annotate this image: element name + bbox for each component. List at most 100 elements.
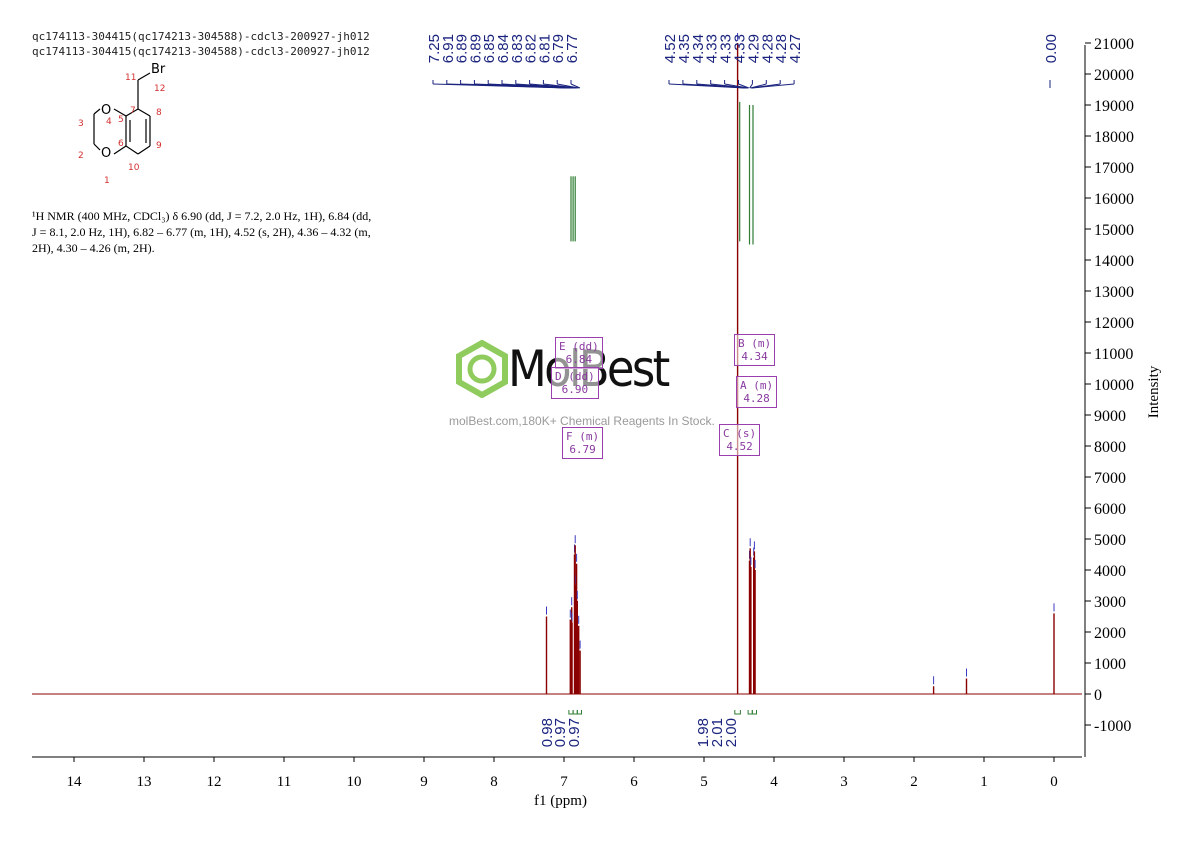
peak-label: 6.81 <box>536 34 553 63</box>
peak-label-leader <box>738 83 750 89</box>
y-tick-label: 1000 <box>1094 656 1126 673</box>
integral-bracket <box>751 710 757 715</box>
integral-curves <box>570 101 754 245</box>
y-tick-label: 11000 <box>1094 346 1133 363</box>
peak-box-a-label: A (m) <box>740 379 774 392</box>
peak-box-c-label: C (s) <box>723 427 757 440</box>
x-tick-label: 12 <box>207 774 222 790</box>
peak-box-e-label: E (dd) <box>559 340 599 353</box>
integral-value: 0.97 <box>552 718 569 747</box>
x-tick-label: 3 <box>840 774 848 790</box>
x-tick-label: 6 <box>630 774 638 790</box>
integral-bracket <box>734 710 741 715</box>
atom-number-9: 9 <box>156 141 162 151</box>
y-tick-label: 10000 <box>1094 377 1134 394</box>
atom-number-4: 4 <box>106 117 112 127</box>
atom-number-12: 12 <box>154 84 165 94</box>
x-tick-label: 10 <box>347 774 362 790</box>
peak-label: 6.79 <box>550 34 567 63</box>
peak-box-d-value: 6.90 <box>561 383 589 396</box>
integral-value: 0.98 <box>539 718 556 747</box>
y-tick-label: 15000 <box>1094 222 1134 239</box>
peak-label: 6.82 <box>523 34 540 63</box>
sample-id-line-2: qc174113-304415(qc174213-304588)-cdcl3-2… <box>32 45 370 58</box>
peak-box-d-label: D (dd) <box>555 370 595 383</box>
x-tick-label: 0 <box>1050 774 1058 790</box>
peak-label: 6.85 <box>481 34 498 63</box>
integral-bracket <box>747 710 753 715</box>
peak-label-leader <box>749 83 753 89</box>
x-tick-label: 9 <box>420 774 428 790</box>
y-tick-label: 5000 <box>1094 532 1126 549</box>
y-tick-label: 13000 <box>1094 284 1134 301</box>
integral-value: 0.97 <box>566 718 583 747</box>
atom-number-2: 2 <box>78 151 84 161</box>
peak-label: 4.52 <box>662 34 679 63</box>
integral-bracket <box>568 710 574 715</box>
peak-label: 6.83 <box>509 34 526 63</box>
molecule-structure: O O Br 1 2 3 4 5 6 7 8 9 10 11 12 <box>78 62 166 186</box>
y-tick-label: -1000 <box>1094 718 1131 735</box>
peak-label: 4.35 <box>676 34 693 63</box>
peak-label: 4.33 <box>732 34 749 63</box>
peak-box-f-label: F (m) <box>566 430 600 443</box>
oxygen-4-label: O <box>101 103 111 118</box>
y-tick-label: 3000 <box>1094 594 1126 611</box>
integral-value: 1.98 <box>695 718 712 747</box>
y-tick-label: 4000 <box>1094 563 1126 580</box>
integral-bracket <box>572 710 578 715</box>
peak-box-f: F (m) 6.79 <box>562 427 604 459</box>
integral-value: 2.00 <box>723 718 740 747</box>
y-tick-label: 14000 <box>1094 253 1134 270</box>
peak-label-leader <box>543 83 578 89</box>
peak-label: 6.89 <box>454 34 471 63</box>
atom-number-6: 6 <box>118 139 124 149</box>
peak-label: 6.89 <box>467 34 484 63</box>
y-tick-label: 16000 <box>1094 191 1134 208</box>
peak-label: 6.91 <box>440 34 457 63</box>
y-axis-title: Intensity <box>1146 365 1162 418</box>
peak-label: 4.34 <box>690 34 707 63</box>
x-tick-label: 7 <box>560 774 568 790</box>
molbest-logo-icon <box>456 340 508 398</box>
atom-number-10: 10 <box>128 163 140 173</box>
x-tick-label: 4 <box>770 774 778 790</box>
peak-label-leader <box>570 83 581 89</box>
atom-number-3: 3 <box>78 119 84 129</box>
y-tick-label: 17000 <box>1094 160 1134 177</box>
peak-box-a-value: 4.28 <box>743 392 770 405</box>
peak-box-c: C (s) 4.52 <box>719 424 761 456</box>
x-tick-label: 1 <box>980 774 988 790</box>
y-tick-label: 7000 <box>1094 470 1126 487</box>
x-tick-label: 11 <box>277 774 291 790</box>
y-tick-label: 2000 <box>1094 625 1126 642</box>
peak-box-e: E (dd) 6.84 <box>555 337 603 369</box>
y-tick-label: 18000 <box>1094 129 1134 146</box>
x-tick-label: 8 <box>490 774 498 790</box>
peak-label: 6.77 <box>564 34 581 63</box>
oxygen-1-label: O <box>101 146 111 161</box>
peak-box-c-value: 4.52 <box>726 440 753 453</box>
nmr-description: ¹H NMR (400 MHz, CDCl₃) δ 6.90 (dd, J = … <box>32 209 372 255</box>
y-tick-label: 21000 <box>1094 36 1134 53</box>
atom-number-7: 7 <box>130 106 136 116</box>
peak-label-leader <box>557 83 579 89</box>
atom-number-1: 1 <box>104 176 110 186</box>
atom-number-11: 11 <box>125 73 136 83</box>
peak-label: 7.25 <box>426 34 443 63</box>
bromine-label: Br <box>151 62 166 77</box>
peak-label: 4.33 <box>718 34 735 63</box>
y-tick-label: 9000 <box>1094 408 1126 425</box>
y-tick-label: 12000 <box>1094 315 1134 332</box>
peak-box-a: A (m) 4.28 <box>736 376 778 408</box>
peak-labels: 7.256.916.896.896.856.846.836.826.816.79… <box>426 34 1060 89</box>
y-tick-label: 6000 <box>1094 501 1126 518</box>
x-axis-title: f1 (ppm) <box>534 793 587 809</box>
peak-label: 4.28 <box>759 34 776 63</box>
integral-bracket <box>576 710 582 715</box>
atom-number-8: 8 <box>156 108 162 118</box>
peak-label-leader <box>724 83 749 89</box>
integral-value: 2.01 <box>709 718 726 747</box>
